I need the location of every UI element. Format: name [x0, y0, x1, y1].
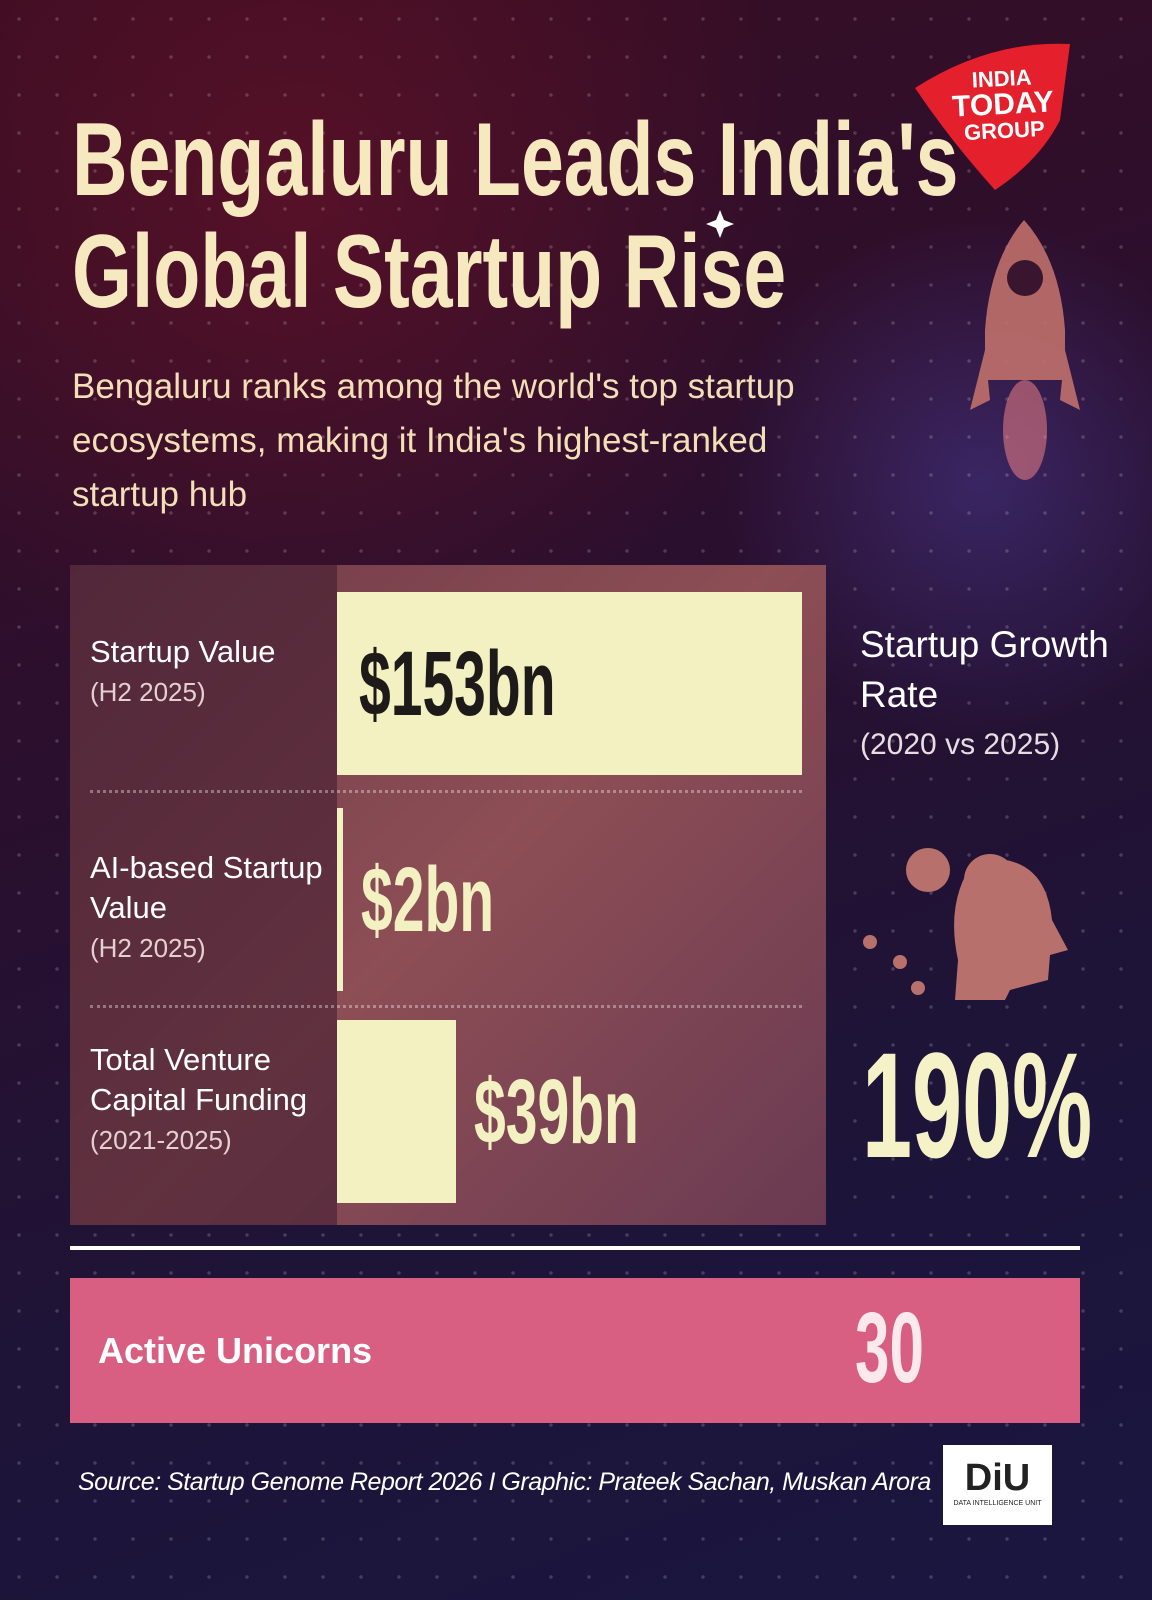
sparkle — [706, 210, 734, 238]
diu-logo-text: DiU — [964, 1457, 1031, 1499]
rocket-icon — [970, 220, 1080, 410]
value-label: $153bn — [359, 632, 556, 735]
logo: INDIA TODAY GROUP — [946, 63, 1060, 147]
category-label: AI-based Startup Value (H2 2025) — [90, 848, 330, 968]
diu-logo-caption: DATA INTELLIGENCE UNIT — [953, 1500, 1042, 1507]
divider — [70, 1246, 1080, 1250]
row-separator — [90, 790, 802, 793]
logo-shield — [915, 43, 1070, 190]
unicorn-band — [70, 1278, 1080, 1423]
category-label: Total Venture Capital Funding (2021-2025) — [90, 1040, 330, 1160]
title-line: Global Startup Rise — [72, 214, 787, 330]
category-note: (H2 2025) — [90, 677, 206, 707]
category-name: Startup Value — [90, 634, 276, 669]
title-line: Bengaluru Leads India's — [72, 102, 959, 218]
category-name: Total Venture Capital Funding — [90, 1042, 308, 1117]
subtitle: Bengaluru ranks among the world's top st… — [72, 367, 795, 514]
category-note: (2021-2025) — [90, 1125, 232, 1155]
category-name: AI-based Startup Value — [90, 850, 323, 925]
diu-logo: DiU DATA INTELLIGENCE UNIT — [943, 1445, 1052, 1525]
category-note: (H2 2025) — [90, 933, 206, 963]
value-label: $39bn — [473, 1060, 639, 1163]
source: Source: Startup Genome Report 2026 I Gra… — [78, 1468, 931, 1496]
growth-label: Startup Growth Rate — [860, 624, 1109, 715]
growth-period: (2020 vs 2025) — [860, 728, 1061, 761]
growth-value: 190% — [862, 1021, 1093, 1189]
unicorn-value: 30 — [855, 1292, 924, 1404]
rocket-flame — [1003, 380, 1047, 480]
unicorn-label: Active Unicorns — [98, 1330, 373, 1371]
label-column — [70, 565, 337, 1225]
bar — [337, 808, 344, 991]
bar — [337, 1020, 456, 1203]
bar — [337, 592, 802, 775]
ai-head-icon — [863, 848, 1068, 1000]
row-separator — [90, 1005, 802, 1008]
value-label: $2bn — [361, 848, 495, 951]
category-label: Startup Value (H2 2025) — [90, 632, 330, 712]
